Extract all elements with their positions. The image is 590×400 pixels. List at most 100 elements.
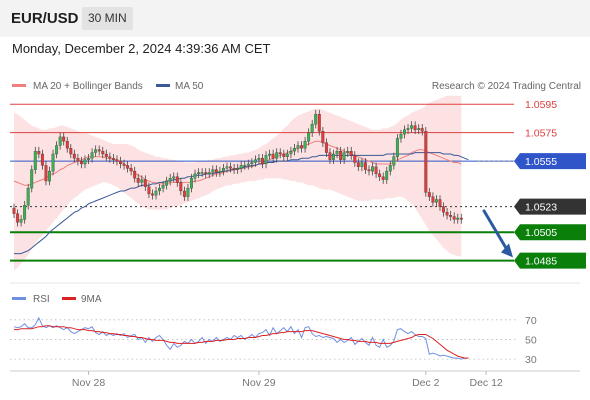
- candle-up: [285, 153, 289, 157]
- ma20-legend-swatch: [12, 84, 26, 87]
- datetime-label: Monday, December 2, 2024 4:39:36 AM CET: [12, 41, 271, 56]
- candle-down: [381, 176, 385, 180]
- candle-down: [179, 182, 183, 192]
- candle-down: [62, 136, 66, 142]
- candle-down: [136, 178, 140, 183]
- candle-down: [445, 212, 449, 216]
- candle-down: [339, 151, 343, 160]
- candle-up: [23, 205, 27, 220]
- candle-up: [140, 179, 144, 183]
- candle-down: [119, 160, 122, 165]
- candle-down: [378, 173, 382, 177]
- candle-down: [150, 193, 154, 196]
- candle-down: [232, 168, 236, 170]
- candle-down: [424, 131, 428, 193]
- candle-down: [229, 166, 232, 169]
- rsi-tick-label-70: 70: [525, 315, 537, 327]
- rsi-legend-label: RSI: [33, 294, 50, 305]
- candle-up: [221, 168, 225, 172]
- candle-up: [289, 151, 293, 155]
- candle-up: [211, 169, 215, 173]
- rsi-lines: [13, 316, 469, 360]
- candle-down: [37, 151, 41, 155]
- candle-up: [168, 178, 172, 182]
- candle-up: [342, 152, 346, 160]
- level-label-1.0505: 1.0505: [525, 227, 557, 239]
- level-label-1.0485: 1.0485: [525, 256, 557, 268]
- candle-down: [261, 158, 264, 165]
- candle-down: [72, 153, 76, 159]
- candle-down: [80, 160, 83, 165]
- candle-down: [300, 145, 304, 149]
- candle-down: [431, 196, 435, 203]
- candle-down: [97, 149, 101, 152]
- rsi-ma-legend-swatch: [62, 297, 76, 300]
- level-labels: 1.0595 1.0575 1.0555 1.0523 1.0505 1.0485: [514, 99, 586, 269]
- level-label-1.0595: 1.0595: [525, 99, 557, 111]
- candle-up: [243, 165, 247, 167]
- candle-down: [204, 172, 208, 175]
- rsi-gridlines: 70 50 30: [10, 315, 537, 366]
- candle-up: [172, 176, 176, 179]
- candle-down: [449, 215, 453, 217]
- level-tag-1.0555: [514, 153, 586, 170]
- candle-up: [239, 165, 243, 169]
- candle-down: [69, 148, 73, 155]
- forecast-arrow-head: [501, 243, 513, 258]
- candle-down: [438, 199, 442, 207]
- symbol-title: EUR/USD: [11, 10, 79, 27]
- candle-down: [353, 155, 357, 163]
- candle-up: [264, 155, 268, 165]
- candle-up: [83, 159, 87, 165]
- ma50-legend-swatch: [156, 84, 170, 87]
- candle-up: [385, 170, 389, 180]
- candle-down: [12, 207, 16, 214]
- candle-down: [108, 156, 112, 159]
- time-axis: Nov 28 Nov 29 Dec 2 Dec 12: [10, 370, 580, 389]
- candle-up: [236, 168, 240, 170]
- candle-down: [317, 114, 321, 132]
- candle-down: [175, 176, 179, 183]
- candle-up: [158, 187, 161, 192]
- candle-up: [456, 217, 460, 220]
- candle-up: [55, 145, 59, 155]
- candle-down: [420, 128, 424, 132]
- candle-up: [87, 158, 91, 160]
- candle-up: [58, 136, 62, 146]
- candle-up: [268, 153, 272, 156]
- candle-up: [303, 141, 307, 149]
- candle-up: [410, 125, 414, 129]
- candle-up: [186, 187, 190, 197]
- timeframe-button[interactable]: 30 MIN: [82, 7, 133, 30]
- candle-up: [193, 173, 197, 179]
- time-label-Dec-12: Dec 12: [470, 377, 503, 389]
- candle-up: [434, 199, 438, 203]
- candlesticks: [12, 109, 463, 227]
- candle-down: [115, 159, 119, 162]
- candle-up: [417, 128, 421, 130]
- candle-down: [278, 152, 282, 155]
- candle-down: [349, 151, 353, 156]
- rsi-ma-legend-label: 9MA: [81, 294, 102, 305]
- candle-up: [26, 187, 30, 206]
- level-label-1.0575: 1.0575: [525, 128, 557, 140]
- candle-down: [101, 151, 105, 155]
- candle-down: [452, 216, 456, 220]
- candle-down: [76, 158, 80, 162]
- candle-down: [111, 158, 115, 160]
- candle-down: [356, 162, 360, 167]
- candle-down: [129, 168, 133, 172]
- time-label-Dec-2: Dec 2: [412, 377, 440, 389]
- rsi-legend-swatch: [12, 297, 26, 300]
- bollinger-bands: [14, 95, 462, 271]
- candle-up: [94, 149, 98, 153]
- rsi-tick-label-50: 50: [525, 334, 537, 346]
- candle-down: [133, 170, 137, 179]
- candle-up: [403, 129, 406, 135]
- candle-up: [246, 163, 250, 166]
- candle-up: [207, 172, 211, 175]
- candle-down: [324, 142, 328, 153]
- candle-up: [197, 172, 201, 175]
- candle-up: [292, 148, 296, 152]
